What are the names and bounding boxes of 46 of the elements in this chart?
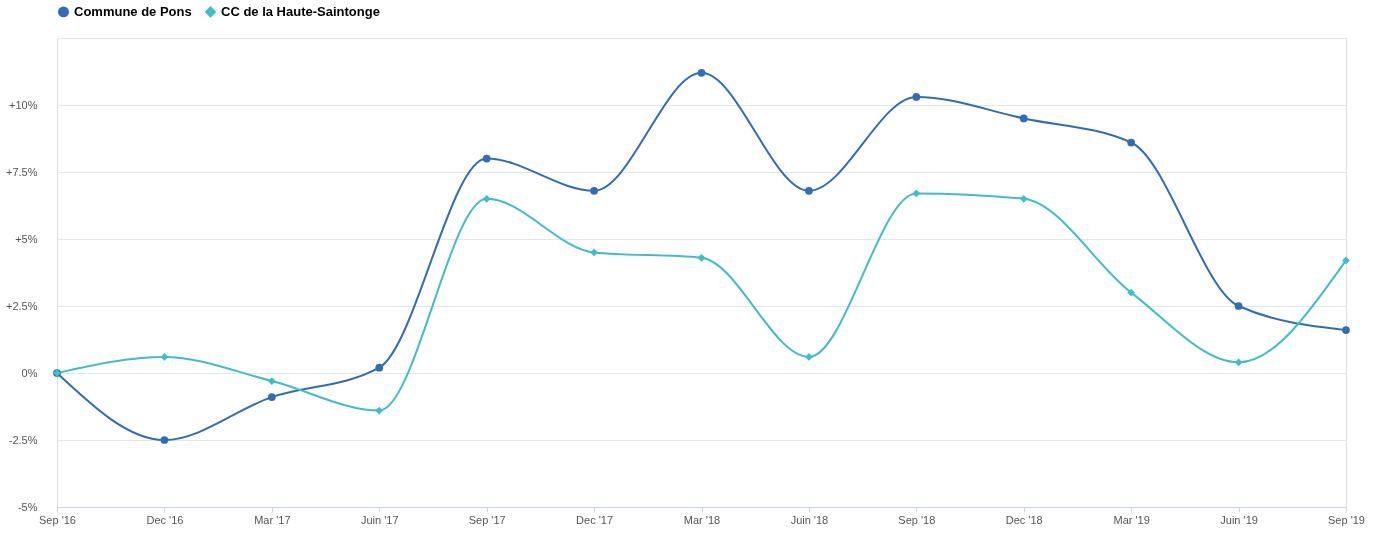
x-tick-label: Sep '19 <box>1328 513 1365 526</box>
point <box>1019 194 1028 203</box>
y-tick-label: +10% <box>9 98 38 111</box>
point <box>912 189 921 198</box>
point <box>1342 326 1350 334</box>
point <box>1234 302 1243 310</box>
point <box>1342 256 1350 265</box>
legend-label: Commune de Pons <box>74 3 192 19</box>
x-tick-label: Mar '18 <box>683 513 721 526</box>
y-tick-label: -5% <box>17 500 38 513</box>
x-tick-label: Sep '18 <box>898 513 936 526</box>
point <box>375 363 384 372</box>
x-tick-label: Juin '18 <box>790 513 829 526</box>
point <box>482 154 491 163</box>
point <box>912 93 921 101</box>
point <box>1019 114 1028 123</box>
x-tick-label: Juin '17 <box>360 513 399 526</box>
point <box>805 353 813 361</box>
x-tick-label: Mar '17 <box>254 513 291 526</box>
point <box>697 253 706 262</box>
x-tick-label: Dec '17 <box>576 513 614 526</box>
point <box>375 406 384 415</box>
x-tick-label: Sep '16 <box>39 513 76 526</box>
point <box>805 186 813 195</box>
x-tick-label: Mar '19 <box>1113 513 1150 526</box>
point <box>1127 288 1136 297</box>
point <box>1127 138 1136 147</box>
y-tick-label: 0% <box>21 366 38 379</box>
point <box>482 194 491 203</box>
x-tick-label: Dec '18 <box>1005 513 1043 526</box>
x-tick-label: Sep '17 <box>468 513 506 526</box>
y-tick-label: +5% <box>15 232 38 245</box>
y-tick-label: +7.5% <box>6 165 38 178</box>
point <box>267 377 276 385</box>
point <box>160 353 169 361</box>
point <box>1234 358 1243 367</box>
point <box>267 393 276 401</box>
point <box>697 68 706 77</box>
y-tick-label: -2.5% <box>8 433 38 446</box>
y-tick-label: +2.5% <box>6 299 38 312</box>
x-tick-label: Juin '19 <box>1220 513 1258 526</box>
legend-label: CC de la Haute-Saintonge <box>221 3 380 19</box>
x-tick-label: Dec '16 <box>146 513 184 526</box>
point <box>590 186 598 195</box>
point <box>590 248 598 257</box>
point <box>160 436 169 444</box>
